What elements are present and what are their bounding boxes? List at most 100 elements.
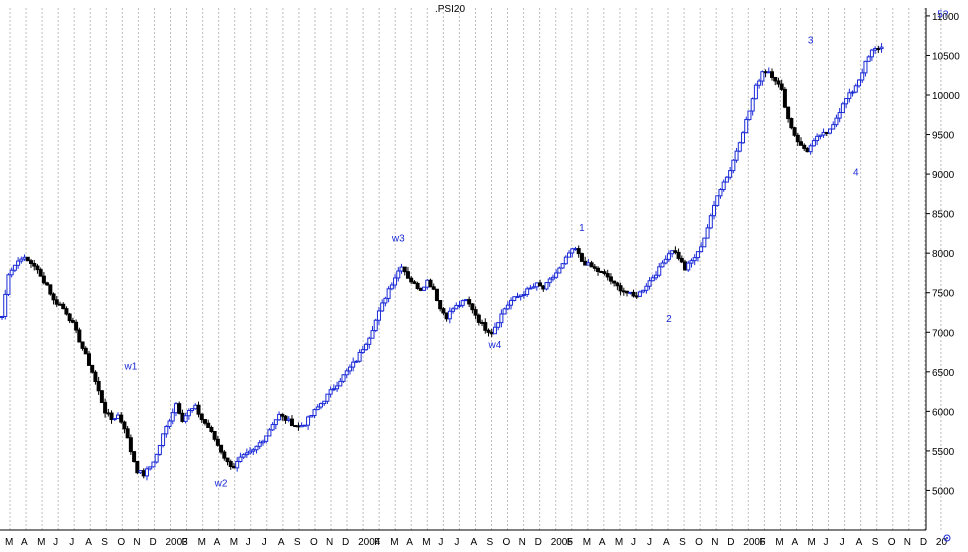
candle (309, 415, 314, 418)
candle (518, 294, 523, 301)
candle (599, 270, 604, 273)
candle (83, 346, 88, 355)
candle (254, 445, 259, 454)
candle-body (512, 296, 517, 301)
candle (866, 55, 871, 62)
candle-body (470, 303, 475, 311)
candle (463, 299, 468, 302)
candle (28, 258, 33, 268)
candle (631, 289, 636, 298)
candle (109, 410, 114, 424)
candle (164, 424, 169, 438)
candle (779, 79, 784, 92)
x-tick-label: J (53, 537, 58, 547)
y-tick-label: 8500 (932, 210, 955, 221)
x-tick-label: F (182, 537, 188, 547)
x-tick-label: F (567, 537, 573, 547)
candle-body (254, 445, 259, 451)
candle (103, 398, 108, 418)
candle-body (57, 303, 62, 306)
candle-body (534, 282, 539, 288)
candle-body (605, 273, 610, 278)
x-tick-label: J (438, 537, 443, 547)
candle-body (367, 337, 372, 345)
candle (161, 433, 166, 448)
candle-body (686, 262, 691, 271)
candle (167, 418, 172, 429)
candle (447, 307, 452, 324)
candle-body (386, 288, 391, 299)
candle (650, 274, 655, 282)
candle-body (219, 444, 224, 453)
candle-body (77, 329, 82, 343)
candle (132, 451, 137, 463)
candle (467, 296, 472, 308)
candle-body (480, 321, 485, 324)
candle-body (634, 295, 639, 298)
candle-body (306, 416, 311, 426)
candle-body (460, 300, 465, 306)
candle (206, 419, 211, 428)
candle (428, 278, 433, 288)
candle-body (673, 250, 678, 253)
candle (51, 292, 56, 305)
candle-body (109, 412, 114, 421)
candle-body (815, 135, 820, 142)
candle (209, 425, 214, 433)
candle (431, 283, 436, 291)
candle (412, 280, 417, 285)
candle-body (106, 412, 111, 415)
candle (567, 250, 572, 258)
candle-body (25, 256, 30, 262)
candle (737, 141, 742, 153)
candle-body (344, 370, 349, 376)
candle-body (670, 250, 675, 255)
candle (679, 255, 684, 264)
candle-body (402, 266, 407, 273)
candle-body (786, 106, 791, 120)
candle-body (54, 299, 59, 305)
candle-body (241, 454, 246, 458)
candle-body (853, 85, 858, 93)
candle (341, 374, 346, 383)
candle (351, 357, 356, 372)
candle-body (486, 329, 491, 333)
candle-body (0, 316, 4, 319)
y-tick-label: 7500 (932, 289, 955, 300)
candle (747, 110, 752, 121)
candle-body (32, 262, 37, 267)
candle (441, 307, 446, 316)
candle (93, 370, 98, 385)
y-tick-label: 5000 (932, 486, 955, 497)
candle (786, 106, 791, 123)
candle-body (531, 286, 536, 289)
candle-body (473, 309, 478, 316)
candle (173, 401, 178, 417)
candle-body (277, 413, 282, 421)
candle-body (415, 282, 420, 290)
x-tick-label: 20 (936, 537, 948, 547)
candle-body (811, 140, 816, 147)
candle (67, 312, 72, 324)
candle-body (41, 275, 46, 284)
candle-body (505, 304, 510, 310)
candle (579, 252, 584, 263)
x-tick-label: M (615, 537, 623, 547)
settings-icon[interactable] (943, 534, 951, 542)
candle (753, 83, 758, 100)
x-tick-label: S (679, 537, 686, 547)
candle-body (128, 437, 133, 453)
candle-body (418, 288, 423, 291)
candle (718, 188, 723, 199)
candle (312, 408, 317, 419)
candle-body (380, 302, 385, 312)
candle (573, 246, 578, 251)
candle (347, 364, 352, 375)
candle-body (228, 461, 233, 467)
candle (663, 255, 668, 265)
candle-body (641, 289, 646, 293)
candle-body (718, 189, 723, 197)
candle (657, 263, 662, 278)
candle-body (628, 291, 633, 294)
x-tick-label: M (230, 537, 238, 547)
